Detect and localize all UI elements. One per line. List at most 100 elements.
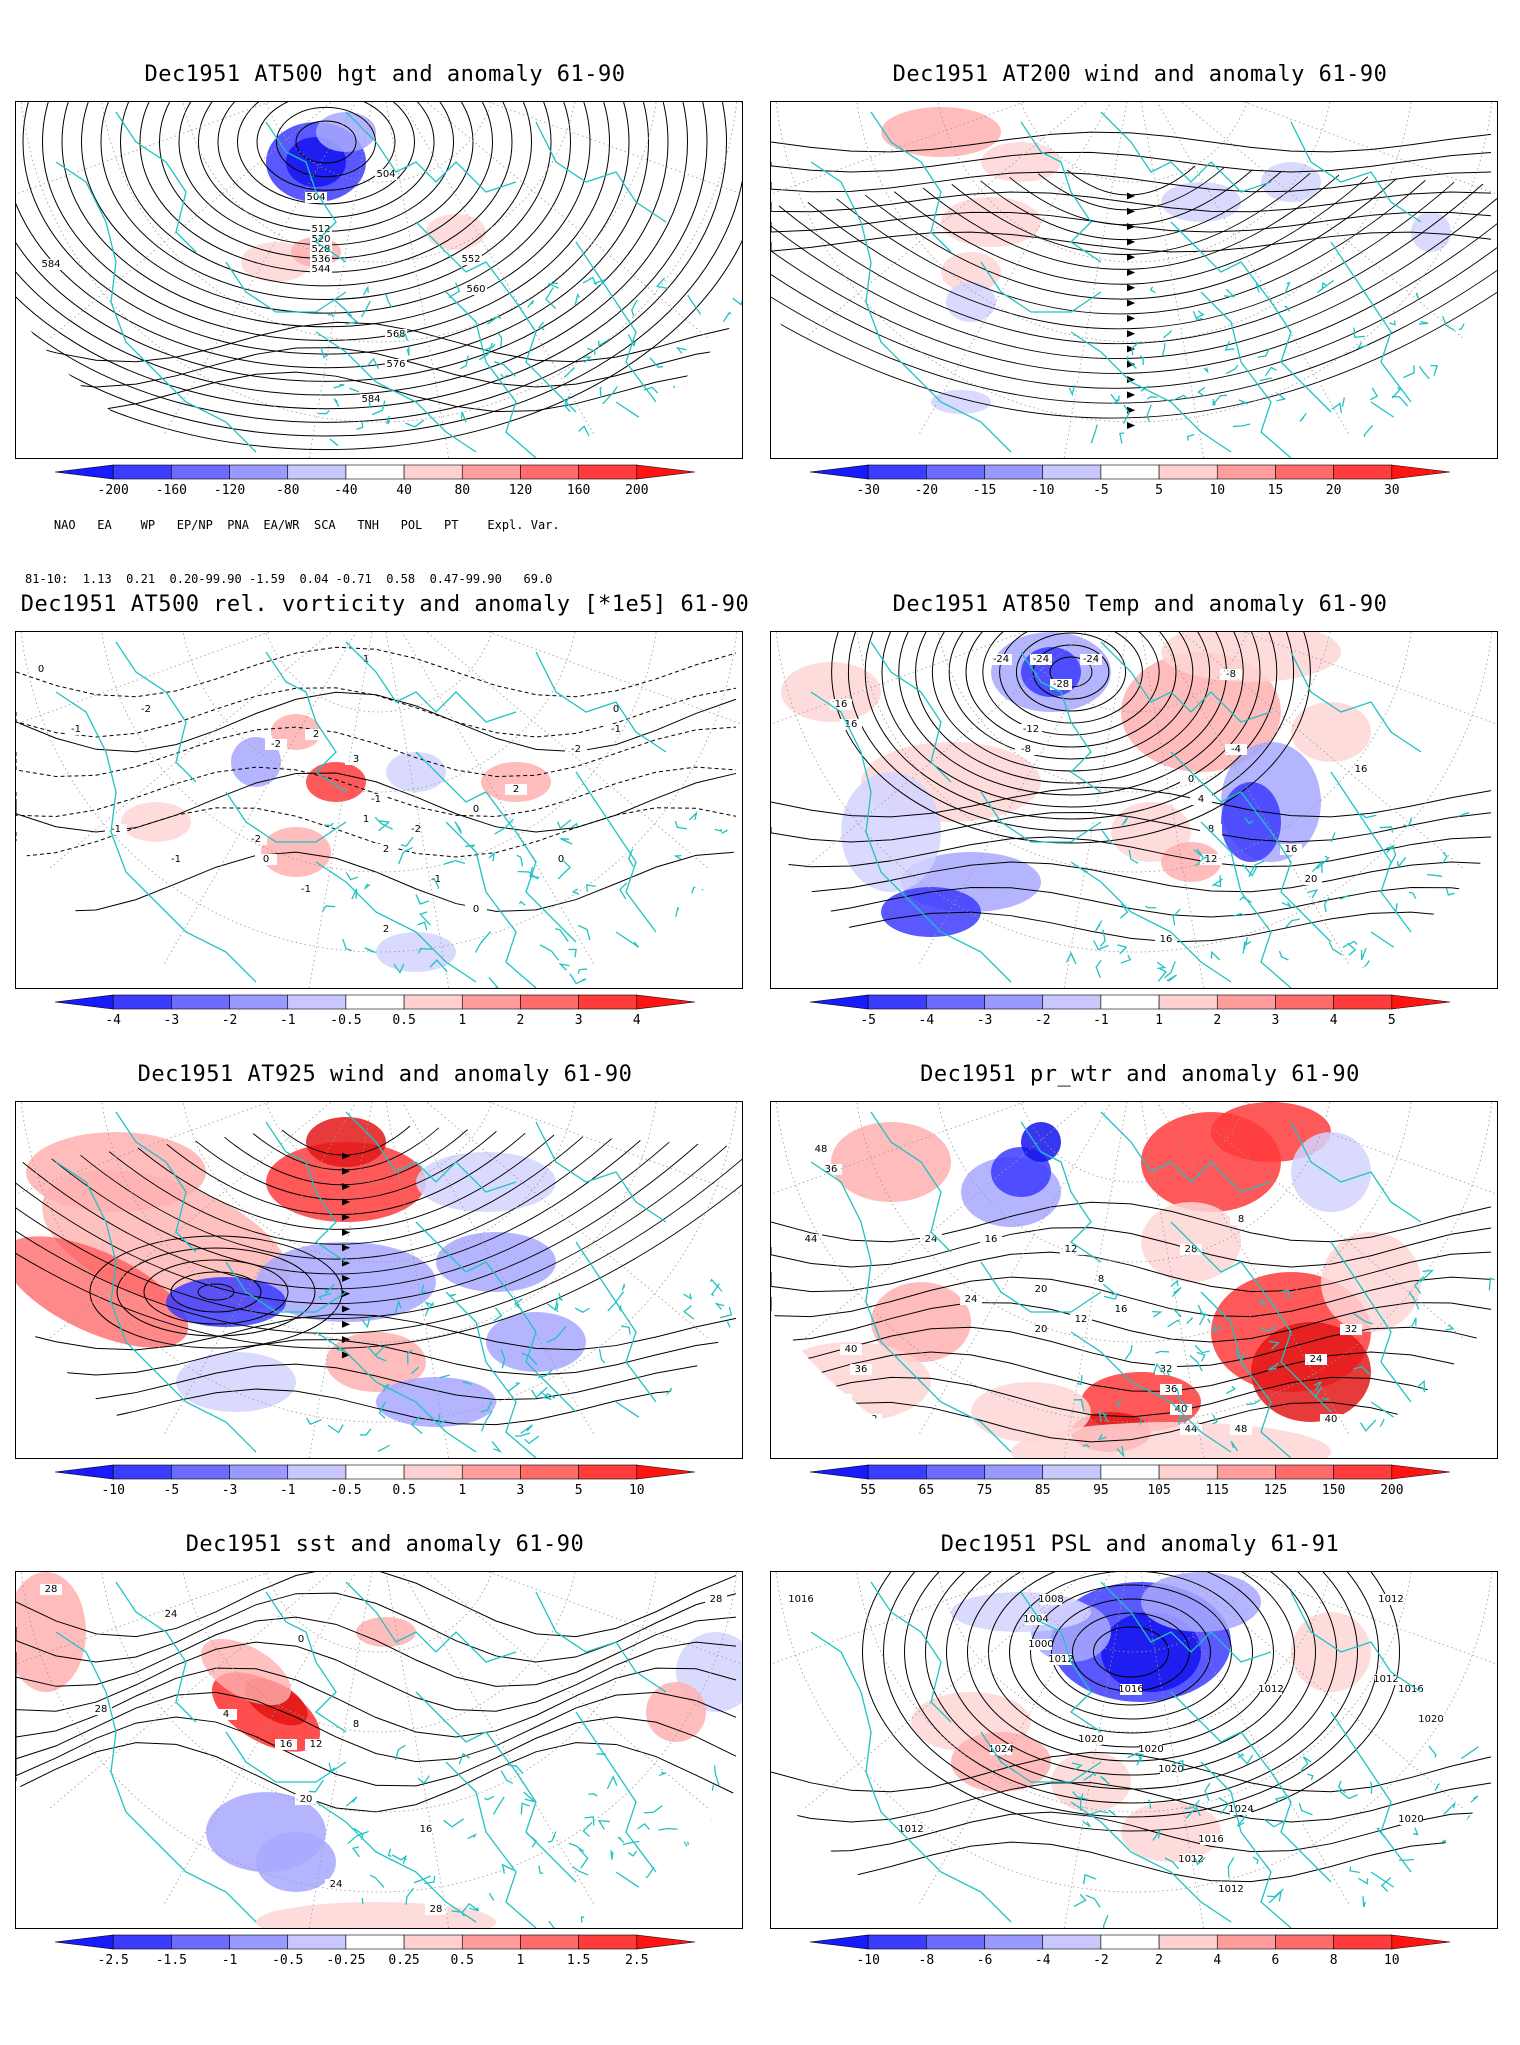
colorbar-tick-label: 3 bbox=[1272, 1013, 1280, 1028]
colorbar-tick-label: -3 bbox=[222, 1483, 238, 1498]
contour-lines bbox=[89, 1235, 343, 1349]
colorbar-tick-label: -2 bbox=[1093, 1953, 1109, 1968]
anomaly-shading bbox=[911, 1572, 1371, 1862]
colorbar-swatch bbox=[809, 994, 869, 1010]
colorbar-swatch bbox=[1333, 464, 1393, 480]
colorbar-tick-label: 0.5 bbox=[392, 1013, 415, 1028]
colorbar-tick-label: 5 bbox=[1388, 1013, 1396, 1028]
colorbar-tick-label: 8 bbox=[1330, 1953, 1338, 1968]
colorbar-swatch bbox=[229, 1464, 289, 1480]
map-frame bbox=[15, 1101, 743, 1459]
colorbar-tick-label: 30 bbox=[1384, 483, 1400, 498]
colorbar-swatch bbox=[461, 1934, 521, 1950]
contour-label: 1012 bbox=[1218, 1884, 1243, 1895]
colorbar-swatch bbox=[112, 1464, 172, 1480]
contour-label: 16 bbox=[1115, 1304, 1128, 1315]
contour-label: 1012 bbox=[1178, 1854, 1203, 1865]
contour-label: 20 bbox=[1035, 1284, 1048, 1295]
panel-title: Dec1951 pr_wtr and anomaly 61-90 bbox=[920, 1062, 1360, 1087]
streamlines bbox=[771, 165, 1497, 429]
colorbar-swatch bbox=[1275, 994, 1334, 1010]
contour-label: -2 bbox=[251, 834, 261, 845]
colorbar-tick-label: -160 bbox=[156, 483, 187, 498]
colorbar-swatch bbox=[1391, 994, 1451, 1010]
anomaly-shading bbox=[241, 112, 486, 282]
contour-label: 20 bbox=[1305, 874, 1318, 885]
colorbar-tick-label: -1 bbox=[1093, 1013, 1109, 1028]
contour-label: 1 bbox=[363, 654, 369, 665]
hemisphere-mask bbox=[771, 632, 1497, 988]
colorbar-tick-label: 160 bbox=[567, 483, 590, 498]
colorbar-tick-label: 15 bbox=[1268, 483, 1284, 498]
colorbar-swatch bbox=[984, 1934, 1044, 1950]
contour-label: 28 bbox=[45, 1584, 58, 1595]
contour-label: 0 bbox=[558, 854, 564, 865]
colorbar-swatch bbox=[636, 464, 696, 480]
colorbar-swatch bbox=[636, 994, 696, 1010]
colorbar-tick-label: -2 bbox=[1035, 1013, 1051, 1028]
colorbar-tick-label: -200 bbox=[98, 483, 129, 498]
hemisphere-mask bbox=[16, 1102, 742, 1458]
map-frame: 28 24 28 0 4 8 12 16 20 24 28 28 16 bbox=[15, 1571, 743, 1929]
map-panel: Dec1951 AT850 Temp and anomaly 61-90 16 16… bbox=[770, 585, 1510, 1105]
colorbar-tick-label: -5 bbox=[164, 1483, 180, 1498]
colorbar-tick-label: 0.5 bbox=[451, 1953, 474, 1968]
colorbar-tick-label: 200 bbox=[625, 483, 648, 498]
colorbar-swatch bbox=[520, 464, 579, 480]
colorbar-tick-label: 6 bbox=[1272, 1953, 1280, 1968]
contour-label: 0 bbox=[473, 804, 479, 815]
hemisphere-mask bbox=[771, 1572, 1497, 1928]
colorbar-tick-label: 4 bbox=[633, 1013, 641, 1028]
contour-labels: 0-1-22-213-1-200-12-20-1-212-10-1-120 bbox=[30, 654, 627, 935]
contour-lines bbox=[771, 131, 1492, 253]
colorbar-tick-label: -120 bbox=[214, 483, 245, 498]
colorbar-swatch bbox=[1042, 1934, 1102, 1950]
colorbar-swatch bbox=[578, 1464, 638, 1480]
colorbar-tick-label: -4 bbox=[919, 1013, 935, 1028]
coastline bbox=[55, 111, 742, 458]
panel-title: Dec1951 PSL and anomaly 61-91 bbox=[940, 1532, 1340, 1557]
colorbar-tick-label: 40 bbox=[396, 483, 412, 498]
contour-label: 1024 bbox=[1228, 1804, 1253, 1815]
coastline bbox=[55, 1111, 739, 1458]
colorbar-swatch bbox=[1158, 1464, 1218, 1480]
contour-label: 44 bbox=[1185, 1424, 1198, 1435]
contour-label: 16 bbox=[845, 719, 858, 730]
contour-label: 1008 bbox=[1038, 1594, 1063, 1605]
contour-label: 520 bbox=[311, 234, 330, 245]
contour-label: 3 bbox=[353, 754, 359, 765]
contour-label: 1012 bbox=[1373, 1674, 1398, 1685]
teleconnection-indices: NAO EA WP EP/NP PNA EA/WR SCA TNH POL PT… bbox=[25, 480, 560, 606]
colorbar-tick-label: 75 bbox=[977, 1483, 993, 1498]
map-panel: Dec1951 PSL and anomaly 61-91 1016 1008 100… bbox=[770, 1525, 1510, 2045]
contour-label: 24 bbox=[925, 1234, 938, 1245]
contour-label: 16 bbox=[1355, 764, 1368, 775]
colorbar-swatch bbox=[1158, 1934, 1218, 1950]
map-panel: Dec1951 AT925 wind and anomaly 61-90 -10-… bbox=[15, 1055, 755, 1575]
colorbar-svg: -10 -5 -3 -1 -0.5 0.5 1 3 5 10 bbox=[54, 1464, 696, 1498]
contour-label: 28 bbox=[710, 1594, 723, 1605]
contour-label: 12 bbox=[1205, 854, 1218, 865]
contour-label: 40 bbox=[1325, 1414, 1338, 1425]
contour-label: 20 bbox=[1035, 1324, 1048, 1335]
colorbar-tick-label: -0.5 bbox=[330, 1013, 361, 1028]
contour-label: -2 bbox=[141, 704, 151, 715]
contour-label: 528 bbox=[311, 244, 330, 255]
contour-label: 0 bbox=[473, 904, 479, 915]
contour-label: 24 bbox=[165, 1609, 178, 1620]
contour-label: 28 bbox=[430, 1904, 443, 1915]
contour-label: 0 bbox=[263, 854, 269, 865]
contour-label: -24 bbox=[993, 654, 1009, 665]
map-frame bbox=[770, 101, 1498, 459]
colorbar-swatch bbox=[287, 464, 347, 480]
colorbar-swatch bbox=[171, 994, 230, 1010]
contour-label: -12 bbox=[1023, 724, 1039, 735]
colorbar-swatch bbox=[1042, 1464, 1102, 1480]
colorbar-swatch bbox=[1216, 1934, 1276, 1950]
contour-label: -8 bbox=[1021, 744, 1031, 755]
colorbar-swatch bbox=[636, 1464, 696, 1480]
colorbar-tick-label: 0.25 bbox=[388, 1953, 419, 1968]
colorbar-swatch bbox=[1158, 994, 1218, 1010]
colorbar-tick-label: 3 bbox=[575, 1013, 583, 1028]
hemisphere-mask bbox=[771, 1102, 1497, 1458]
